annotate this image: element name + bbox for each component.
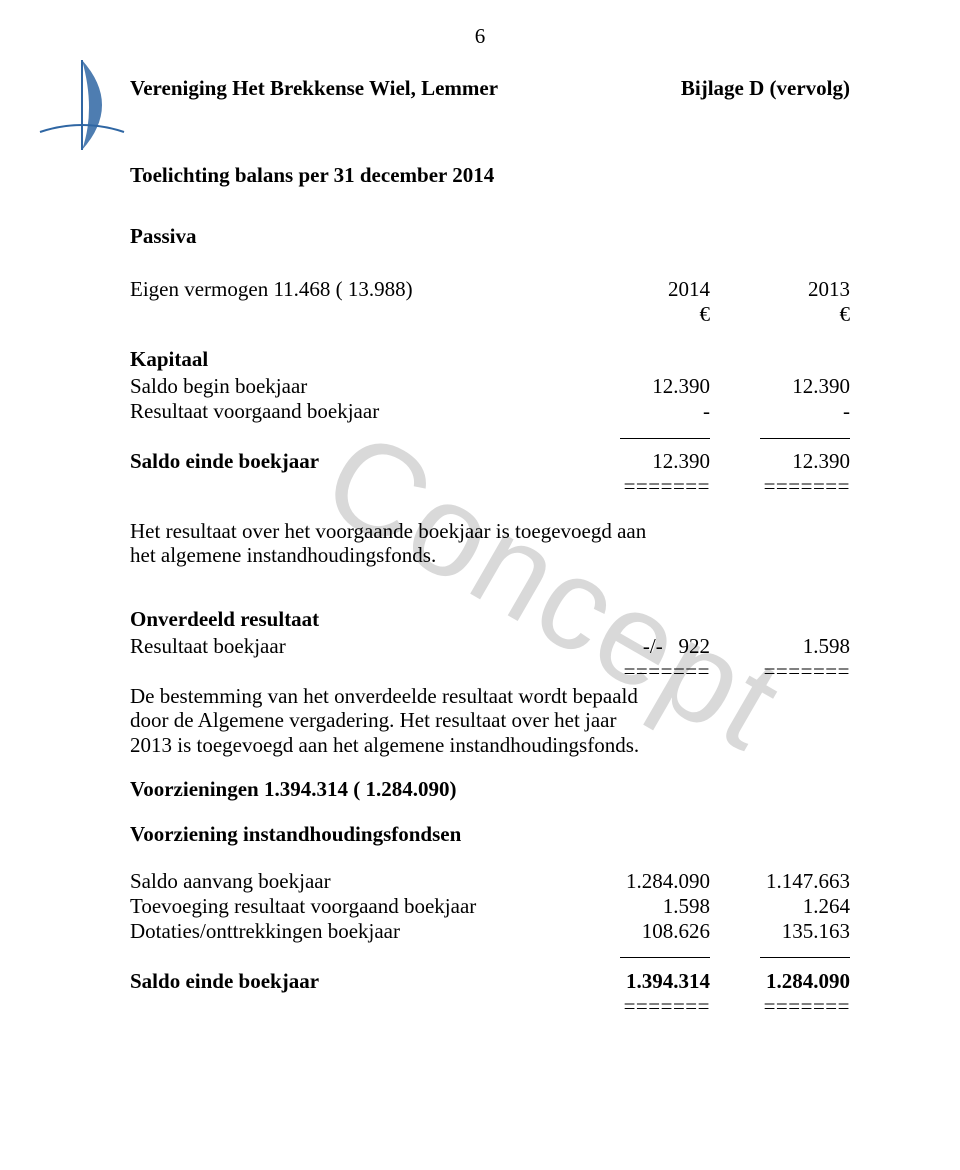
euro-col2: € <box>710 302 850 327</box>
onverdeeld-row-y2: 1.598 <box>710 634 850 659</box>
onverdeeld-note: De bestemming van het onverdeelde result… <box>130 684 650 756</box>
rule-icon <box>570 944 710 969</box>
row-end-y1: 12.390 <box>570 449 710 474</box>
eq-col1: ======= <box>570 659 710 684</box>
page-number: 6 <box>0 24 960 49</box>
voorz-subheading: Voorziening instandhoudingsfondsen <box>130 822 850 847</box>
row-prev-y1: - <box>570 399 710 424</box>
row-end-label: Saldo einde boekjaar <box>130 449 570 474</box>
voorz-begin-y1: 1.284.090 <box>570 869 710 894</box>
voorz-end-label: Saldo einde boekjaar <box>130 969 570 994</box>
row-begin-y2: 12.390 <box>710 374 850 399</box>
eq-col2: ======= <box>710 659 850 684</box>
appendix-label: Bijlage D (vervolg) <box>681 76 850 107</box>
eq-col1: ======= <box>570 474 710 499</box>
row-begin-y1: 12.390 <box>570 374 710 399</box>
association-name: Vereniging Het Brekkense Wiel, Lemmer <box>130 76 498 101</box>
onverdeeld-row-label: Resultaat boekjaar <box>130 634 570 659</box>
voorz-dot-y2: 135.163 <box>710 919 850 944</box>
eq-col1: ======= <box>570 994 710 1019</box>
rule-icon <box>710 424 850 449</box>
rule-icon <box>710 944 850 969</box>
voorz-toev-y1: 1.598 <box>570 894 710 919</box>
row-prev-y2: - <box>710 399 850 424</box>
passiva-heading: Passiva <box>130 224 850 249</box>
kapitaal-heading: Kapitaal <box>130 347 850 372</box>
voorz-end-y1: 1.394.314 <box>570 969 710 994</box>
page-title: Toelichting balans per 31 december 2014 <box>130 163 850 188</box>
onverdeeld-row-y1: -/- 922 <box>570 634 710 659</box>
row-end-y2: 12.390 <box>710 449 850 474</box>
voorz-dot-y1: 108.626 <box>570 919 710 944</box>
row-begin-label: Saldo begin boekjaar <box>130 374 570 399</box>
voorz-toev-label: Toevoeging resultaat voorgaand boekjaar <box>130 894 570 919</box>
onverdeeld-heading: Onverdeeld resultaat <box>130 607 850 632</box>
voorz-end-y2: 1.284.090 <box>710 969 850 994</box>
equity-line: Eigen vermogen 11.468 ( 13.988) <box>130 277 570 302</box>
eq-col2: ======= <box>710 474 850 499</box>
logo-icon <box>32 60 132 155</box>
rule-icon <box>570 424 710 449</box>
voorz-dot-label: Dotaties/onttrekkingen boekjaar <box>130 919 570 944</box>
kapitaal-note: Het resultaat over het voorgaande boekja… <box>130 519 650 567</box>
voorz-begin-y2: 1.147.663 <box>710 869 850 894</box>
year-2014: 2014 <box>570 277 710 302</box>
voorz-toev-y2: 1.264 <box>710 894 850 919</box>
eq-col2: ======= <box>710 994 850 1019</box>
voorz-heading: Voorzieningen 1.394.314 ( 1.284.090) <box>130 777 850 802</box>
year-2013: 2013 <box>710 277 850 302</box>
row-prev-label: Resultaat voorgaand boekjaar <box>130 399 570 424</box>
euro-col1: € <box>570 302 710 327</box>
voorz-begin-label: Saldo aanvang boekjaar <box>130 869 570 894</box>
